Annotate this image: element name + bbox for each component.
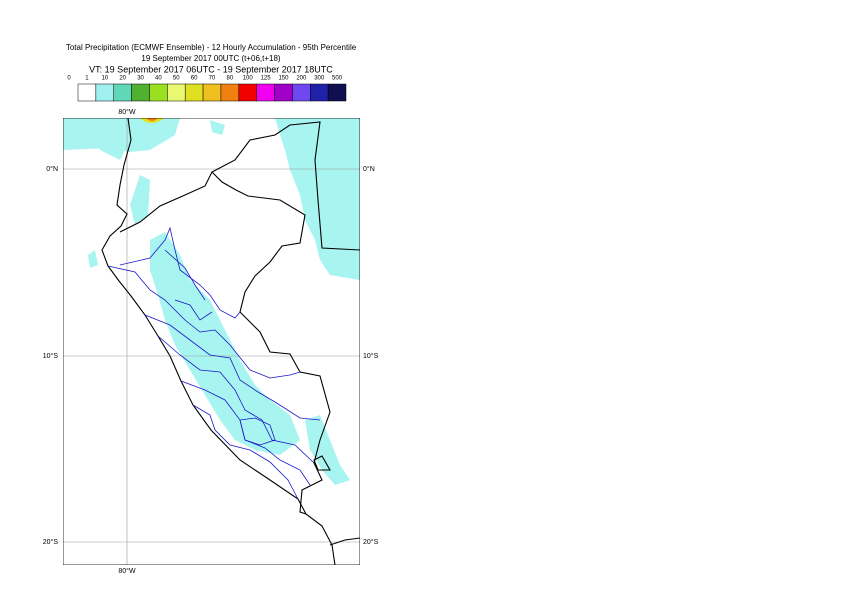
lat-label: 0°N: [46, 165, 58, 173]
title: Total Precipitation (ECMWF Ensemble) - 1…: [66, 43, 357, 52]
threshold-label: 150: [278, 76, 289, 82]
color-swatch: [220, 83, 240, 102]
color-swatch: [256, 83, 275, 102]
threshold-label: 200: [296, 76, 307, 82]
color-swatch: [292, 83, 311, 102]
color-swatch: [77, 83, 97, 102]
precip-peak: [146, 118, 158, 121]
color-swatch: [238, 83, 257, 102]
color-swatch: [327, 83, 347, 102]
threshold-label: 70: [209, 76, 216, 82]
threshold-label: 80: [227, 76, 234, 82]
threshold-label: 500: [332, 76, 343, 82]
threshold-label: 50: [173, 76, 180, 82]
threshold-label: 300: [314, 76, 325, 82]
color-swatch: [95, 83, 114, 102]
lat-label: 0°N: [363, 165, 375, 173]
lon-label: 80°W: [118, 108, 136, 116]
graticule: [63, 118, 360, 565]
colorbar: 0 1 10 20 30 40 50 60 70 80 100 125 150 200 300 500: [67, 76, 347, 102]
threshold-label: 0: [67, 76, 71, 82]
threshold-label: 125: [261, 76, 272, 82]
threshold-label: 30: [137, 76, 144, 82]
lat-label: 10°S: [363, 352, 379, 360]
color-swatch: [202, 83, 222, 102]
valid-time: VT: 19 September 2017 06UTC - 19 Septemb…: [89, 64, 333, 74]
lat-label: 20°S: [363, 538, 379, 546]
color-swatch: [131, 83, 150, 102]
color-swatch: [184, 83, 204, 102]
threshold-label: 20: [119, 76, 126, 82]
lat-label: 10°S: [43, 352, 59, 360]
region-borders: [107, 226, 321, 500]
threshold-label: 100: [243, 76, 254, 82]
color-swatch: [149, 83, 168, 102]
lon-label: 80°W: [118, 567, 136, 575]
lat-label: 20°S: [43, 538, 59, 546]
subtitle: 19 September 2017 00UTC (t+06,t+18): [141, 54, 281, 63]
map: [63, 118, 360, 565]
color-swatch: [113, 83, 132, 102]
threshold-label: 60: [191, 76, 198, 82]
color-swatch: [310, 83, 329, 102]
color-swatch: [167, 83, 186, 102]
color-swatch: [274, 83, 293, 102]
threshold-label: 10: [101, 76, 108, 82]
threshold-label: 40: [155, 76, 162, 82]
threshold-label: 1: [85, 76, 89, 82]
